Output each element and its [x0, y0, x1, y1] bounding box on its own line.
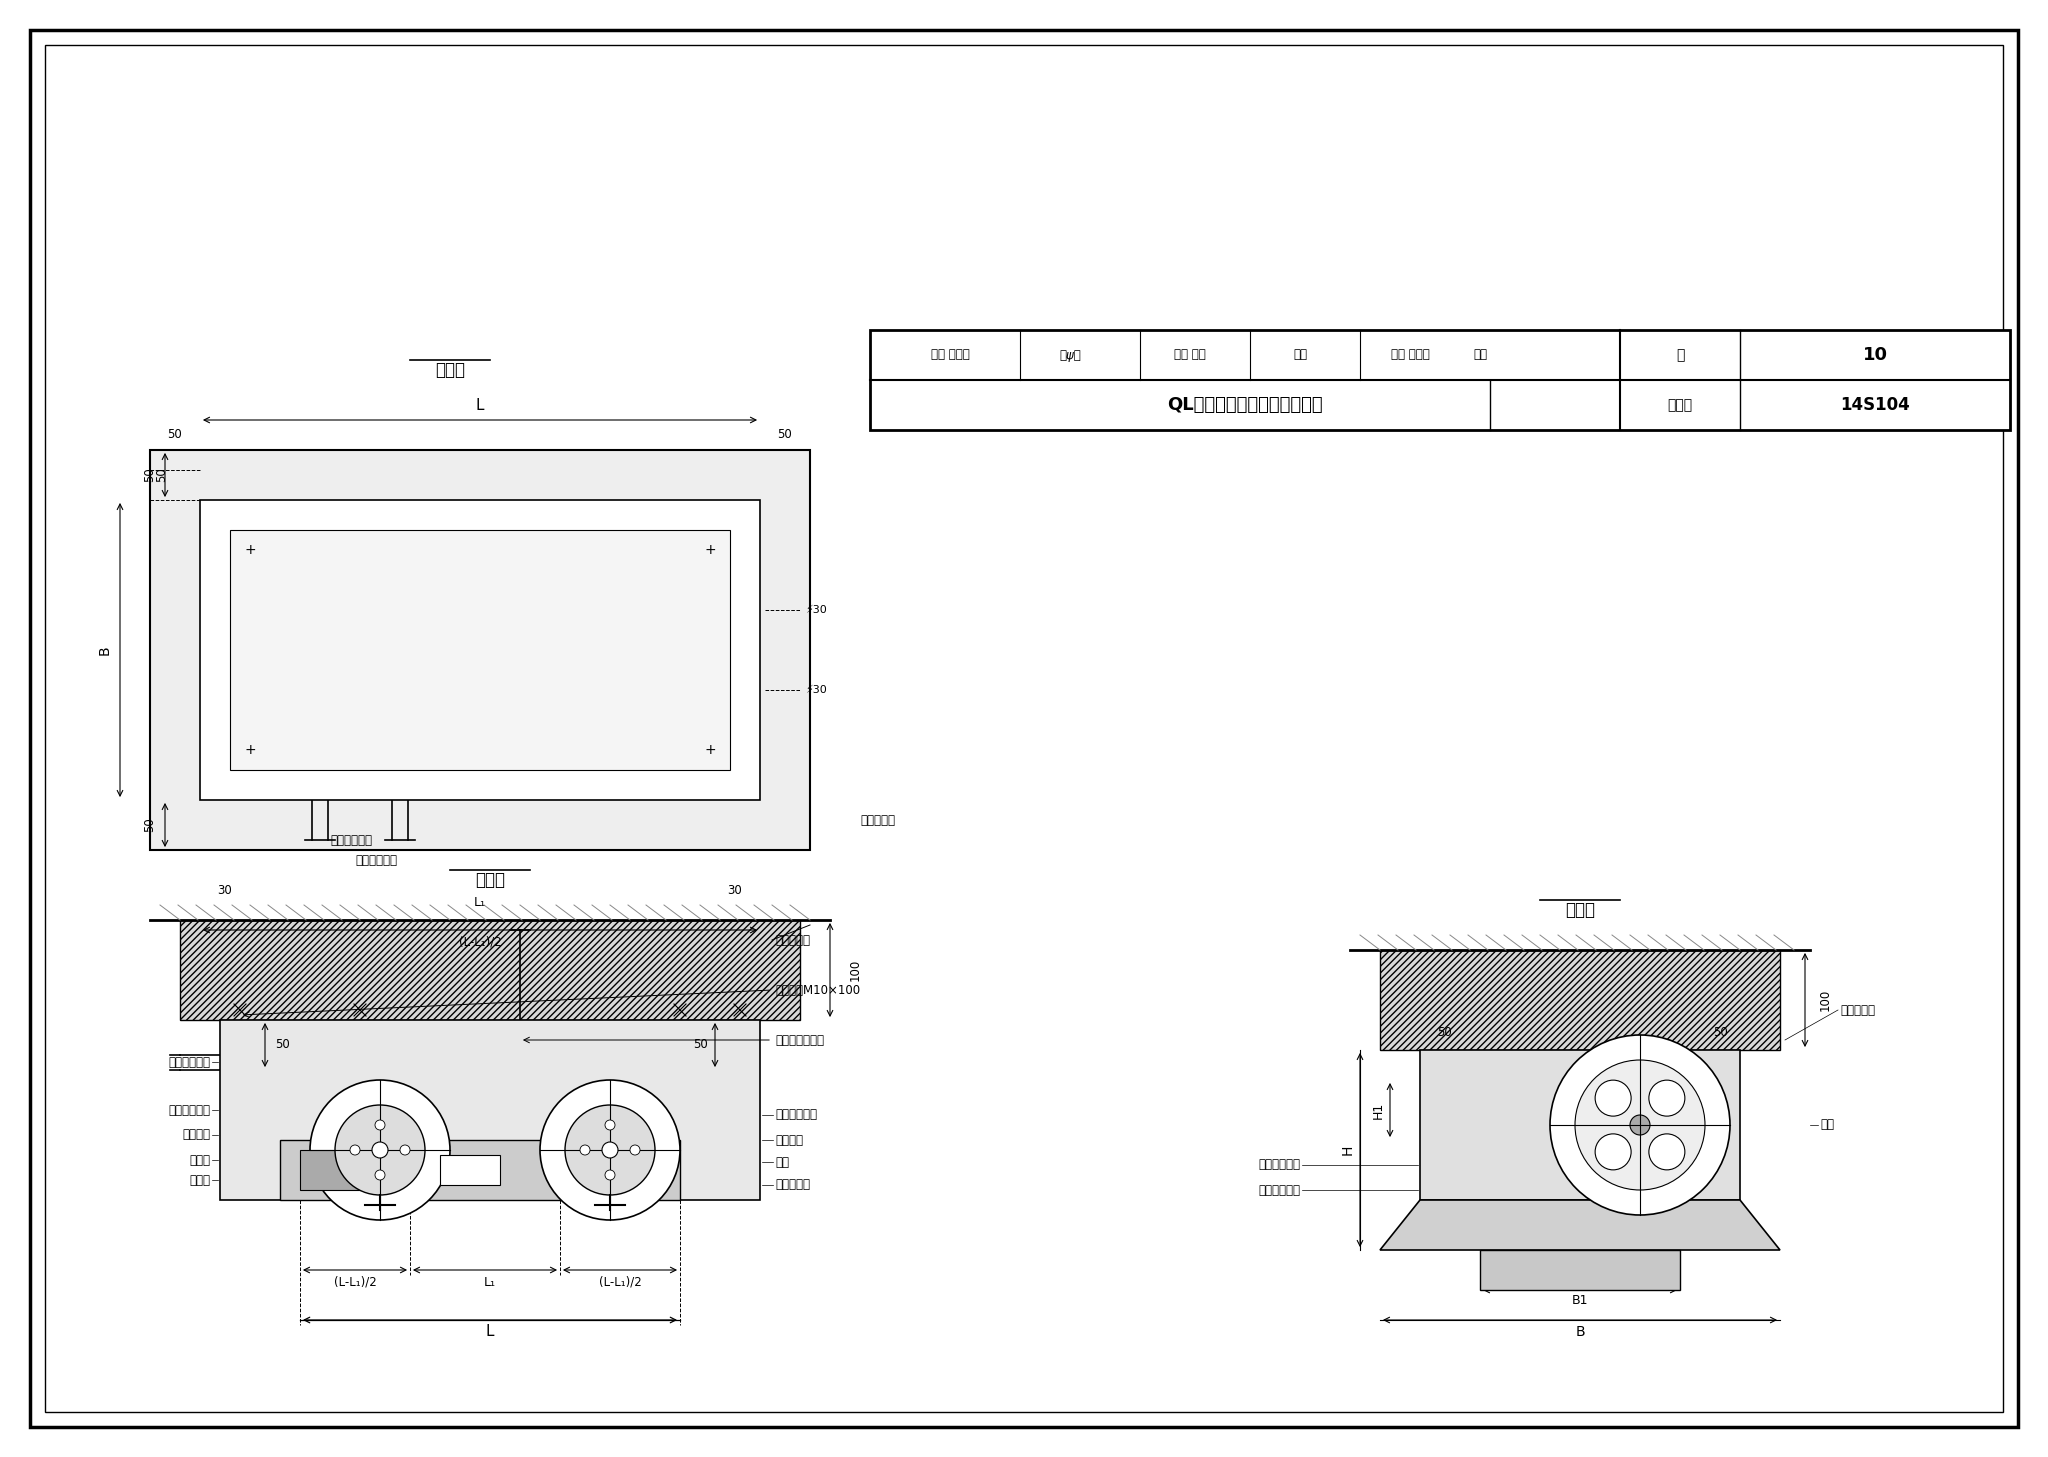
Text: 进（出）水口: 进（出）水口 [168, 1055, 211, 1068]
Text: L₁: L₁ [483, 1275, 496, 1288]
Text: 30: 30 [217, 883, 231, 896]
Text: 李ψ军: 李ψ军 [1059, 348, 1081, 361]
Circle shape [1595, 1134, 1630, 1170]
Circle shape [1649, 1080, 1686, 1116]
Text: 漏电保护: 漏电保护 [182, 1129, 211, 1141]
Text: H: H [1341, 1145, 1356, 1155]
Text: 审核 李力军: 审核 李力军 [930, 348, 969, 361]
Text: 排污口（放空）: 排污口（放空） [774, 1033, 823, 1046]
Text: L: L [475, 398, 483, 412]
Text: 50: 50 [1438, 1026, 1452, 1039]
Circle shape [631, 1145, 639, 1155]
Text: 50: 50 [143, 468, 156, 482]
Text: 14S104: 14S104 [1839, 396, 1911, 414]
Text: 30: 30 [727, 883, 741, 896]
Bar [150, 450, 811, 849]
Circle shape [602, 1142, 618, 1158]
Text: 50: 50 [1712, 1026, 1726, 1039]
Text: 立面图: 立面图 [475, 871, 506, 889]
Text: 灯管: 灯管 [1821, 1119, 1835, 1132]
Text: 侧面图: 侧面图 [1565, 900, 1595, 919]
Text: +: + [705, 743, 717, 758]
Polygon shape [1380, 1201, 1780, 1250]
Text: 10: 10 [1862, 345, 1888, 364]
Text: 取样、排气口: 取样、排气口 [1257, 1183, 1300, 1196]
Text: 签名: 签名 [1473, 348, 1487, 361]
Bar [180, 919, 801, 1020]
Text: 进（出）水口: 进（出）水口 [1257, 1158, 1300, 1171]
Text: 取样、排气口: 取样、排气口 [330, 833, 373, 847]
Text: +: + [705, 543, 717, 557]
Circle shape [1649, 1134, 1686, 1170]
Text: 50: 50 [168, 428, 182, 441]
Circle shape [1630, 1115, 1651, 1135]
Text: ⚡30: ⚡30 [805, 605, 827, 615]
Text: 膨胀螺栓M10×100: 膨胀螺栓M10×100 [774, 983, 860, 997]
Circle shape [375, 1120, 385, 1131]
Text: 设计 甘亦析: 设计 甘亦析 [1391, 348, 1430, 361]
Text: (L-L₁)/2: (L-L₁)/2 [459, 935, 502, 949]
Text: 铭牌: 铭牌 [774, 1155, 788, 1169]
Text: 计时器: 计时器 [188, 1154, 211, 1167]
Text: L₁: L₁ [473, 896, 485, 909]
Text: 进（出）水口: 进（出）水口 [354, 854, 397, 867]
Text: (L-L₁)/2: (L-L₁)/2 [334, 1275, 377, 1288]
Text: 楼板或地面: 楼板或地面 [774, 934, 811, 947]
Bar [1481, 1250, 1679, 1289]
Text: 图集号: 图集号 [1667, 398, 1692, 412]
Text: L: L [485, 1324, 494, 1339]
Text: 50: 50 [156, 468, 168, 482]
Circle shape [373, 1142, 387, 1158]
Circle shape [604, 1170, 614, 1180]
Bar [440, 1155, 500, 1185]
Text: +: + [244, 543, 256, 557]
Bar [201, 500, 760, 800]
Circle shape [541, 1080, 680, 1220]
Text: (L-L₁)/2: (L-L₁)/2 [598, 1275, 641, 1288]
Text: 出（进）水口: 出（进）水口 [774, 1109, 817, 1122]
Text: H1: H1 [1372, 1101, 1384, 1119]
Circle shape [565, 1104, 655, 1195]
Text: 50: 50 [692, 1039, 707, 1052]
Text: 取样、排气口: 取样、排气口 [168, 1103, 211, 1116]
Text: 100: 100 [848, 959, 862, 981]
Text: 校对 朱淼: 校对 朱淼 [1174, 348, 1206, 361]
Bar [281, 1139, 680, 1201]
Bar [1380, 950, 1780, 1050]
Text: B: B [98, 645, 113, 654]
Circle shape [1595, 1080, 1630, 1116]
Text: B: B [1575, 1324, 1585, 1339]
Text: 混凝土基础: 混凝土基础 [1839, 1004, 1876, 1017]
Text: 50: 50 [778, 428, 793, 441]
Circle shape [399, 1145, 410, 1155]
Text: 50: 50 [274, 1039, 289, 1052]
Text: 签名: 签名 [1292, 348, 1307, 361]
Text: 运行指示灯: 运行指示灯 [774, 1179, 811, 1192]
Text: 混凝土基础: 混凝土基础 [860, 813, 895, 826]
Bar [229, 530, 729, 769]
Text: 平面图: 平面图 [434, 361, 465, 379]
Circle shape [1550, 1034, 1731, 1215]
Text: 页: 页 [1675, 348, 1683, 361]
Circle shape [375, 1170, 385, 1180]
Text: QL型紫外线消毒器（侧向式）: QL型紫外线消毒器（侧向式） [1167, 396, 1323, 414]
Text: 电源开关: 电源开关 [774, 1134, 803, 1147]
Bar [870, 329, 2009, 430]
Circle shape [309, 1080, 451, 1220]
Text: 50: 50 [143, 817, 156, 832]
Circle shape [604, 1120, 614, 1131]
Bar [1419, 1050, 1741, 1201]
Bar [299, 1150, 381, 1190]
Circle shape [1575, 1061, 1706, 1190]
Bar [219, 1020, 760, 1201]
Circle shape [580, 1145, 590, 1155]
Circle shape [350, 1145, 360, 1155]
Text: ⚡30: ⚡30 [805, 685, 827, 695]
Text: B1: B1 [1571, 1294, 1589, 1307]
Text: 电压表: 电压表 [188, 1173, 211, 1186]
Text: 100: 100 [1819, 989, 1831, 1011]
Circle shape [336, 1104, 426, 1195]
Text: +: + [244, 743, 256, 758]
